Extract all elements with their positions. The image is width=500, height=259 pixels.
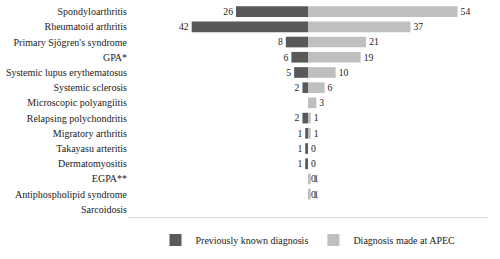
svg-text:Systemic sclerosis: Systemic sclerosis (53, 82, 127, 93)
svg-text:0: 0 (311, 189, 316, 200)
svg-text:54: 54 (461, 6, 471, 17)
svg-text:Dermatomyositis: Dermatomyositis (58, 158, 127, 169)
svg-text:1: 1 (297, 158, 302, 169)
svg-text:8: 8 (278, 36, 283, 47)
svg-text:Systemic lupus erythematosus: Systemic lupus erythematosus (6, 67, 127, 78)
svg-text:19: 19 (364, 52, 374, 63)
svg-text:1: 1 (314, 112, 319, 123)
svg-text:Rheumatoid arthritis: Rheumatoid arthritis (45, 21, 128, 32)
svg-text:3: 3 (319, 97, 324, 108)
svg-text:Microscopic polyangiitis: Microscopic polyangiitis (27, 97, 127, 108)
svg-text:6: 6 (328, 82, 333, 93)
svg-text:Antiphospholipid syndrome: Antiphospholipid syndrome (15, 189, 128, 200)
svg-text:0: 0 (311, 173, 316, 184)
svg-text:2: 2 (295, 82, 300, 93)
svg-text:0: 0 (311, 158, 316, 169)
svg-text:Sarcoidosis: Sarcoidosis (81, 204, 127, 215)
svg-text:1: 1 (314, 189, 319, 200)
svg-text:Migratory arthritis: Migratory arthritis (53, 128, 127, 139)
svg-text:5: 5 (286, 67, 291, 78)
svg-text:42: 42 (179, 21, 189, 32)
svg-text:Primary Sjögren's syndrome: Primary Sjögren's syndrome (14, 37, 128, 48)
svg-text:1: 1 (297, 128, 302, 139)
svg-text:Previously known diagnosis: Previously known diagnosis (196, 235, 309, 246)
svg-text:2: 2 (295, 112, 300, 123)
svg-text:37: 37 (413, 21, 423, 32)
svg-text:0: 0 (311, 97, 316, 108)
svg-text:21: 21 (369, 36, 379, 47)
svg-text:EGPA**: EGPA** (92, 173, 127, 184)
svg-text:Takayasu arteritis: Takayasu arteritis (56, 143, 127, 154)
svg-text:10: 10 (339, 67, 349, 78)
svg-text:GPA*: GPA* (103, 52, 127, 63)
svg-text:1: 1 (297, 143, 302, 154)
svg-text:26: 26 (223, 6, 233, 17)
svg-text:Spondyloarthritis: Spondyloarthritis (58, 6, 128, 17)
svg-text:1: 1 (314, 173, 319, 184)
svg-text:0: 0 (311, 143, 316, 154)
svg-text:Diagnosis made at APEC: Diagnosis made at APEC (353, 235, 455, 246)
svg-text:Relapsing polychondritis: Relapsing polychondritis (27, 113, 127, 124)
svg-text:6: 6 (284, 52, 289, 63)
svg-text:1: 1 (314, 128, 319, 139)
